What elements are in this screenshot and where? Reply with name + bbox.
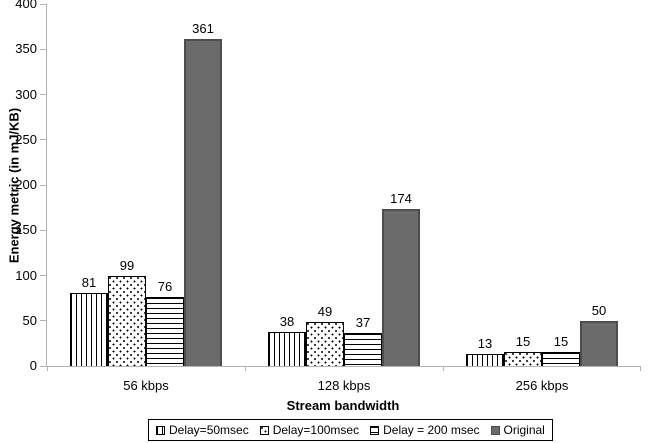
bar-value-label: 15 [515,334,531,349]
x-axis-tick [47,366,48,371]
legend-label: Original [503,423,545,437]
y-axis-tick-label: 100 [15,267,37,283]
y-axis-tick-label: 250 [15,131,37,147]
bar-value-label: 174 [390,191,412,206]
x-axis-tick [640,366,641,371]
y-axis-tick-label: 200 [15,177,37,192]
bar-value-label: 81 [81,275,97,290]
legend-swatch-icon [370,425,380,435]
bar-delay-50msec [466,354,504,366]
legend-swatch-icon [156,425,165,435]
bar-value-label: 50 [591,303,607,318]
y-axis-tick [40,275,47,276]
legend-item: Original [490,423,545,437]
x-axis-title: Stream bandwidth [286,398,400,413]
legend-label: Delay = 200 msec [383,423,480,437]
bar-value-label: 37 [355,315,371,330]
bar-value-label: 49 [317,304,333,319]
legend-item: Delay=50msec [156,423,249,437]
legend-label: Delay=50msec [169,423,249,437]
legend-label: Delay=100msec [272,423,360,437]
bar-value-label: 38 [279,314,295,329]
bar-value-label: 15 [553,334,569,349]
bar-original [382,209,420,366]
y-axis-tick [40,320,47,322]
bar-delay-100msec [504,352,542,366]
y-axis-tick [40,139,47,141]
legend-item: Delay=100msec [259,423,360,437]
bar-delay-100msec [108,276,146,366]
legend-swatch-icon [259,425,269,435]
category-label: 56 kbps [123,378,169,393]
legend-item: Delay = 200 msec [370,423,480,437]
y-axis-tick-label: 150 [15,222,37,238]
bar-original [580,321,618,366]
y-axis-tick [40,94,47,95]
y-axis-tick-label: 300 [15,86,37,102]
y-axis-tick-label: 50 [22,312,37,328]
legend: Delay=50msec Delay=100msec Delay = 200 mse… [148,419,553,441]
y-axis-tick [40,3,47,5]
bar-delay-200-msec [344,333,382,366]
bar-value-label: 361 [192,21,214,36]
bar-delay-50msec [268,332,306,366]
y-axis-tick [40,229,47,231]
bar-delay-200-msec [146,297,184,366]
bar-value-label: 99 [119,258,135,273]
bar-value-label: 13 [477,336,493,351]
legend-swatch-icon [490,425,500,435]
x-axis-tick [443,366,444,371]
plot-area: 0 50 100 150 200 250 300 350 400 81 99 76 361 56 kbps… [15,0,641,393]
y-axis-tick [40,184,47,186]
bar-delay-50msec [70,293,108,366]
category-label: 128 kbps [317,378,371,393]
y-axis-tick-label: 350 [15,41,37,57]
bar-delay-100msec [306,322,344,366]
bar-delay-200-msec [542,352,580,366]
y-axis-tick-label: 0 [29,358,37,373]
bar-original [184,39,222,366]
y-axis-tick-label: 400 [15,0,37,11]
x-axis-tick [245,366,246,371]
y-axis-tick [40,48,47,50]
y-axis-tick [40,365,47,367]
category-label: 256 kbps [515,378,569,393]
bar-value-label: 76 [157,279,173,294]
